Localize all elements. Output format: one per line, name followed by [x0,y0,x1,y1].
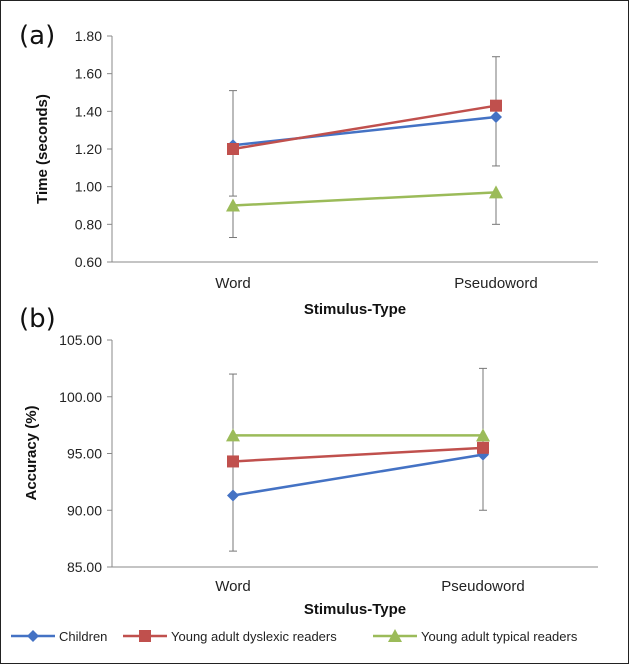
series-line-young-adult-dyslexic-readers [232,104,497,151]
y-tick-label: 105.00 [59,332,102,348]
data-point-young-adult-typical-readers [476,428,490,442]
y-tick-label: 0.80 [75,216,102,232]
data-point-young-adult-typical-readers [226,198,240,212]
legend-item-young-adult-dyslexic-readers: Young adult dyslexic readers [123,629,337,644]
y-tick-label: 85.00 [67,559,102,575]
y-axis-title-b: Accuracy (%) [23,405,40,500]
panel-b: (b) 85.00 90.00 95.00 100.00 105.00 Accuracy… [19,304,598,618]
data-point-young-adult-dyslexic-readers [490,99,502,112]
x-axis-title-b: Stimulus-Type [304,601,406,618]
x-axis-title-a: Stimulus-Type [304,301,406,318]
x-tick-label: Pseudoword [441,578,524,595]
x-ticks-b: Word Pseudoword [215,578,524,595]
y-tick-label: 0.60 [75,254,102,270]
y-tick-label: 1.60 [75,66,102,82]
y-tick-label: 100.00 [59,389,102,405]
y-axis-title-a: Time (seconds) [34,94,51,204]
legend-marker [27,630,39,642]
legend-label: Young adult typical readers [421,629,578,644]
series-line-young-adult-typical-readers [232,191,497,207]
legend-label: Young adult dyslexic readers [171,629,337,644]
legend: Children Young adult dyslexic readers Youn… [11,629,578,644]
y-tick-label: 90.00 [67,502,102,518]
panel-label-b: (b) [19,304,56,334]
y-tick-label: 1.40 [75,103,102,119]
data-point-children [227,489,239,502]
y-tick-label: 95.00 [67,446,102,462]
data-point-young-adult-dyslexic-readers [227,455,239,468]
legend-marker [388,629,402,642]
y-tick-label: 1.20 [75,141,102,157]
y-tick-label: 1.00 [75,179,102,195]
panel-label-a: (a) [19,21,55,51]
series-line-children [232,115,497,147]
y-tick-label: 1.80 [75,28,102,44]
data-point-children [490,110,502,123]
legend-item-young-adult-typical-readers: Young adult typical readers [373,629,578,644]
plot-area-a [226,56,503,239]
x-tick-label: Word [215,275,251,292]
legend-item-children: Children [11,629,107,644]
x-ticks-a: Word Pseudoword [215,275,537,292]
plot-area-b [226,367,490,552]
series-line-young-adult-dyslexic-readers [232,446,484,463]
x-tick-label: Pseudoword [454,275,537,292]
panel-a: (a) 0.60 0.80 1.00 1.20 1.40 1.60 1.80 Time (s… [19,21,598,318]
data-point-young-adult-typical-readers [489,185,503,199]
data-point-young-adult-dyslexic-readers [227,143,239,155]
legend-label: Children [59,629,107,644]
data-point-young-adult-dyslexic-readers [477,441,489,454]
legend-marker [139,630,151,642]
series-line-children [232,453,484,497]
data-point-young-adult-typical-readers [226,428,240,442]
y-ticks-a: 0.60 0.80 1.00 1.20 1.40 1.60 1.80 [75,28,112,270]
x-tick-label: Word [215,578,251,595]
y-ticks-b: 85.00 90.00 95.00 100.00 105.00 [59,332,112,575]
